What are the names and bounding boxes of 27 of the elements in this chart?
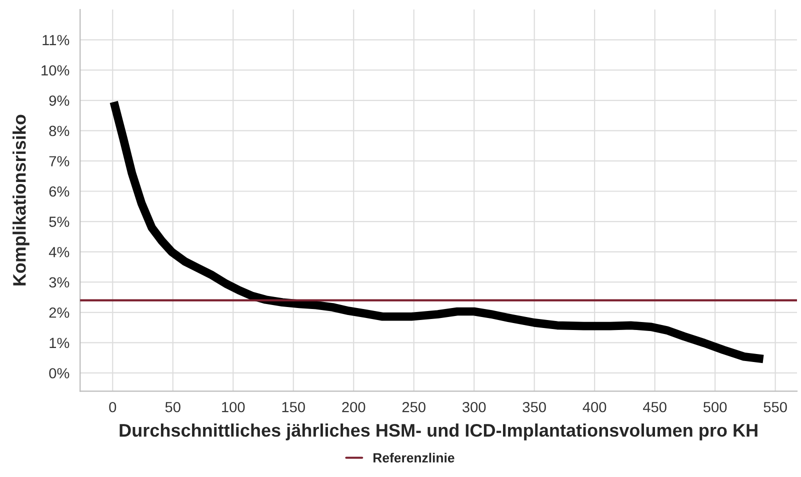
x-tick-label: 500: [703, 402, 727, 412]
x-tick-label: 100: [222, 402, 245, 412]
y-tick-label: 5%: [49, 216, 70, 227]
x-tick-label: 400: [582, 402, 606, 412]
x-tick-label: 150: [282, 402, 305, 412]
x-tick-label: 250: [402, 402, 426, 412]
x-tick-label: 550: [764, 402, 787, 412]
legend-label: Referenzlinie: [374, 452, 454, 463]
x-tick-label: 300: [462, 402, 486, 412]
y-tick-label: 4%: [48, 246, 70, 258]
y-tick-label: 6%: [49, 186, 70, 197]
x-tick-label: 50: [165, 402, 180, 412]
x-tick-label: 200: [342, 402, 366, 412]
x-tick-label: 0: [109, 402, 116, 412]
y-tick-label: 2%: [49, 308, 70, 318]
y-tick-label: 3%: [49, 277, 70, 288]
y-tick-label: 1%: [50, 338, 70, 348]
y-axis-title: Komplikationsrisiko: [12, 114, 30, 286]
y-tick-label: 11%: [42, 34, 70, 46]
y-tick-label: 9%: [49, 96, 70, 106]
x-tick-label: 350: [522, 402, 546, 412]
x-axis-title: Durchschnittliches jährliches HSM- und ICD-Implantationsvolumen pro KH: [120, 423, 758, 440]
y-tick-label: 0%: [49, 368, 70, 378]
y-tick-label: 7%: [49, 156, 70, 166]
y-tick-label: 10%: [42, 65, 70, 76]
y-tick-label: 8%: [49, 126, 70, 136]
x-tick-label: 450: [642, 402, 666, 412]
